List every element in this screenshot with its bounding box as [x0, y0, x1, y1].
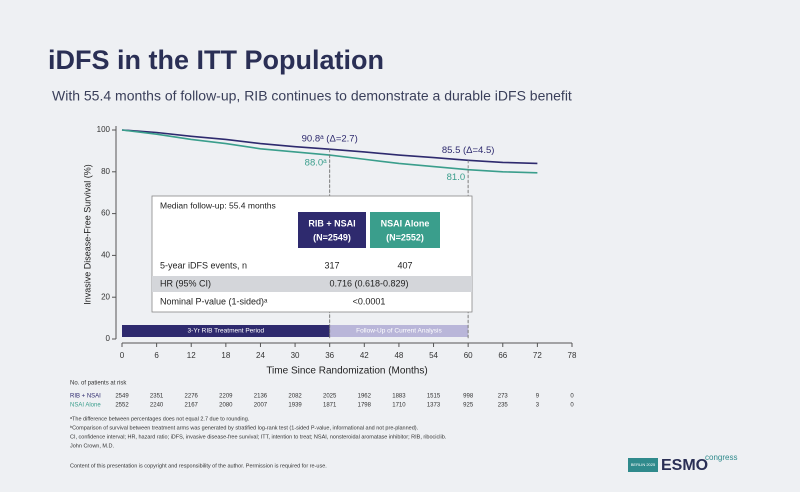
- x-tick-label: 0: [120, 351, 125, 360]
- at-risk-count: 273: [498, 394, 509, 400]
- at-risk-count: 3: [536, 403, 540, 409]
- logo-box: [628, 458, 658, 472]
- x-tick-label: 30: [291, 351, 300, 360]
- annotation: 90.8ᵃ (Δ=2.7): [302, 134, 358, 145]
- cell: 0.716 (0.618-0.829): [329, 278, 408, 288]
- header-label: RIB + NSAI: [308, 218, 355, 228]
- copyright: Content of this presentation is copyrigh…: [70, 463, 327, 469]
- at-risk-count: 1710: [392, 403, 406, 409]
- footnote: ᵇComparison of survival between treatmen…: [70, 424, 419, 431]
- title: iDFS in the ITT Population: [48, 45, 384, 75]
- x-tick-label: 36: [325, 351, 334, 360]
- at-risk-count: 925: [463, 403, 474, 409]
- y-tick-label: 0: [106, 334, 111, 343]
- at-risk-name: NSAI Alone: [70, 403, 101, 409]
- period-label: 3-Yr RIB Treatment Period: [188, 328, 265, 335]
- logo-brand: ESMO: [661, 457, 708, 474]
- at-risk-name: RIB + NSAI: [70, 394, 101, 400]
- at-risk-count: 2082: [288, 394, 302, 400]
- at-risk-count: 2025: [323, 394, 337, 400]
- at-risk-count: 1515: [427, 394, 441, 400]
- at-risk-count: 1798: [358, 403, 372, 409]
- at-risk-count: 1962: [358, 394, 372, 400]
- at-risk-count: 2549: [115, 394, 129, 400]
- at-risk-count: 2351: [150, 394, 164, 400]
- x-tick-label: 66: [498, 351, 507, 360]
- at-risk-count: 2080: [219, 403, 233, 409]
- annotation: 85.5 (Δ=4.5): [442, 145, 495, 156]
- row-label: HR (95% CI): [160, 278, 211, 288]
- cell: 407: [397, 260, 412, 270]
- y-tick-label: 80: [101, 167, 110, 176]
- footnote: CI, confidence interval; HR, hazard rati…: [70, 434, 447, 440]
- annotation: 88.0ᵃ: [305, 158, 327, 169]
- at-risk-count: 1939: [288, 403, 302, 409]
- cell: 317: [324, 260, 339, 270]
- at-risk-count: 2007: [254, 403, 268, 409]
- header-cell: [298, 212, 366, 248]
- y-tick-label: 20: [101, 292, 110, 301]
- logo-city: BERLIN 2025: [631, 462, 656, 467]
- x-tick-label: 42: [360, 351, 369, 360]
- header-label: NSAI Alone: [381, 218, 430, 228]
- subtitle: With 55.4 months of follow-up, RIB conti…: [52, 88, 572, 104]
- at-risk-count: 2167: [185, 403, 199, 409]
- x-tick-label: 54: [429, 351, 438, 360]
- y-tick-label: 100: [97, 125, 111, 134]
- at-risk-count: 0: [570, 403, 574, 409]
- at-risk-count: 235: [498, 403, 509, 409]
- at-risk-count: 2552: [115, 403, 129, 409]
- at-risk-count: 2209: [219, 394, 233, 400]
- at-risk-count: 1883: [392, 394, 406, 400]
- x-tick-label: 6: [154, 351, 159, 360]
- x-tick-label: 60: [464, 351, 473, 360]
- at-risk-count: 1373: [427, 403, 441, 409]
- inset-caption: Median follow-up: 55.4 months: [160, 200, 276, 210]
- x-tick-label: 18: [221, 351, 230, 360]
- y-tick-label: 60: [101, 209, 110, 218]
- x-tick-label: 24: [256, 351, 265, 360]
- x-tick-label: 48: [394, 351, 403, 360]
- row-shade: [152, 276, 472, 292]
- period-bar: [329, 325, 469, 337]
- footnote: ᵃThe difference between percentages does…: [70, 416, 250, 422]
- annotation: 81.0: [447, 172, 466, 183]
- period-bar: [122, 325, 330, 337]
- header-label: (N=2552): [386, 232, 424, 242]
- row-label: Nominal P-value (1-sided)ᵃ: [160, 296, 268, 306]
- at-risk-count: 0: [570, 394, 574, 400]
- period-label: Follow-Up of Current Analysis: [356, 328, 442, 335]
- footnote: John Crown, M.D.: [70, 443, 114, 449]
- at-risk-title: No. of patients at risk: [70, 381, 127, 387]
- row-label: 5-year iDFS events, n: [160, 260, 247, 270]
- x-tick-label: 12: [187, 351, 196, 360]
- at-risk-count: 2240: [150, 403, 164, 409]
- x-tick-label: 72: [533, 351, 542, 360]
- at-risk-count: 9: [536, 394, 540, 400]
- x-tick-label: 78: [568, 351, 577, 360]
- at-risk-count: 2136: [254, 394, 268, 400]
- cell: <0.0001: [353, 296, 386, 306]
- header-label: (N=2549): [313, 232, 351, 242]
- header-cell: [370, 212, 440, 248]
- at-risk-count: 2276: [185, 394, 199, 400]
- x-axis-label: Time Since Randomization (Months): [266, 366, 427, 377]
- y-axis-label: Invasive Disease-Free Survival (%): [82, 164, 92, 305]
- logo-word: congress: [705, 453, 737, 462]
- y-tick-label: 40: [101, 251, 110, 260]
- at-risk-count: 998: [463, 394, 474, 400]
- at-risk-count: 1871: [323, 403, 337, 409]
